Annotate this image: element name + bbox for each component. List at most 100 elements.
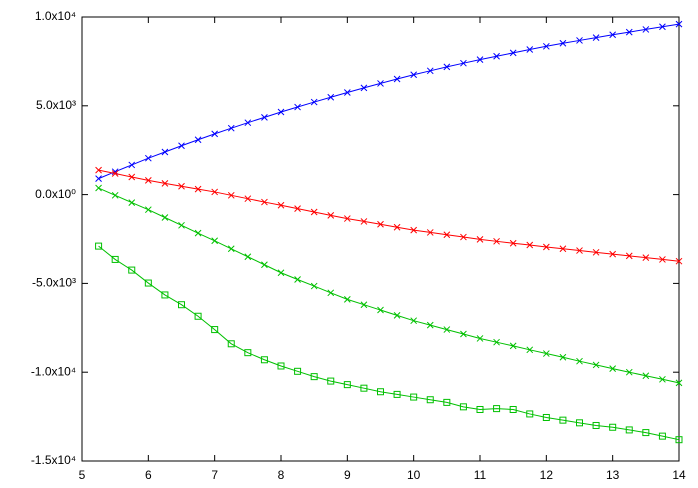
marker — [327, 377, 335, 385]
marker — [111, 170, 119, 177]
marker — [410, 226, 418, 234]
marker — [443, 63, 451, 71]
marker — [211, 188, 219, 196]
marker — [609, 365, 617, 373]
marker — [642, 26, 650, 33]
marker — [476, 236, 484, 243]
marker — [377, 388, 384, 396]
marker — [526, 241, 534, 249]
marker — [659, 256, 666, 263]
marker — [194, 185, 202, 193]
marker — [161, 180, 169, 187]
marker — [227, 191, 235, 199]
marker — [377, 220, 384, 228]
marker — [625, 368, 633, 376]
marker — [327, 212, 335, 219]
marker — [576, 37, 583, 44]
marker — [509, 49, 517, 57]
marker — [261, 198, 268, 206]
marker — [426, 229, 434, 236]
marker — [244, 119, 252, 127]
y-tick-label: 5.0x10³ — [36, 98, 76, 112]
marker — [592, 421, 600, 429]
marker — [310, 373, 318, 381]
marker — [542, 243, 550, 251]
marker — [178, 221, 185, 229]
marker — [294, 276, 301, 283]
marker — [493, 338, 500, 346]
marker — [426, 396, 434, 404]
x-tick-label: 10 — [407, 468, 421, 482]
marker — [675, 257, 683, 265]
marker — [178, 301, 185, 309]
marker — [476, 405, 484, 413]
y-tick-label: -5.0x10³ — [32, 276, 76, 290]
marker — [410, 317, 418, 325]
x-tick-label: 11 — [474, 468, 487, 482]
marker — [128, 199, 136, 206]
marker — [310, 208, 318, 216]
marker — [294, 205, 301, 212]
plot-frame — [81, 16, 680, 462]
marker — [144, 279, 152, 287]
marker — [393, 390, 401, 398]
marker — [128, 161, 136, 169]
marker — [526, 346, 534, 354]
x-tick-label: 6 — [145, 468, 152, 482]
marker — [261, 261, 268, 269]
marker — [260, 356, 268, 364]
y-tick-label: -1.5x10⁴ — [31, 453, 76, 467]
marker — [675, 436, 683, 444]
marker — [194, 312, 202, 320]
marker — [244, 349, 252, 357]
marker — [360, 301, 368, 309]
marker — [393, 312, 401, 319]
marker — [592, 248, 600, 256]
marker — [95, 175, 102, 182]
x-tick-label: 9 — [344, 468, 351, 482]
marker — [244, 195, 252, 203]
marker — [625, 252, 633, 260]
marker — [377, 306, 384, 314]
series-line — [98, 187, 680, 384]
marker — [111, 255, 119, 263]
marker — [360, 218, 368, 225]
marker — [360, 384, 368, 392]
marker — [576, 247, 583, 254]
x-tick-label: 7 — [211, 468, 218, 482]
x-tick-label: 8 — [278, 468, 285, 482]
marker — [493, 405, 501, 413]
marker — [161, 214, 169, 221]
marker — [211, 130, 219, 138]
x-tick-label: 12 — [540, 468, 554, 482]
marker — [493, 237, 500, 245]
marker — [194, 136, 202, 144]
marker — [542, 413, 550, 421]
marker — [526, 410, 534, 418]
marker — [542, 42, 550, 50]
marker — [576, 419, 583, 427]
marker — [244, 253, 252, 261]
marker — [144, 206, 152, 214]
y-tick-label: 0.0x10⁰ — [35, 187, 76, 201]
marker — [559, 245, 567, 253]
marker — [559, 39, 567, 47]
marker — [128, 173, 136, 181]
marker — [343, 215, 351, 222]
marker — [410, 393, 418, 401]
marker — [294, 367, 302, 375]
marker — [343, 89, 351, 96]
marker — [659, 23, 666, 31]
marker — [460, 233, 467, 241]
marker — [460, 59, 467, 67]
marker — [327, 93, 335, 101]
series-line — [98, 169, 680, 262]
marker — [111, 191, 119, 199]
marker — [377, 80, 384, 87]
marker — [559, 416, 567, 424]
marker — [227, 340, 235, 348]
marker — [509, 342, 517, 350]
marker — [95, 184, 102, 192]
marker — [393, 223, 401, 231]
